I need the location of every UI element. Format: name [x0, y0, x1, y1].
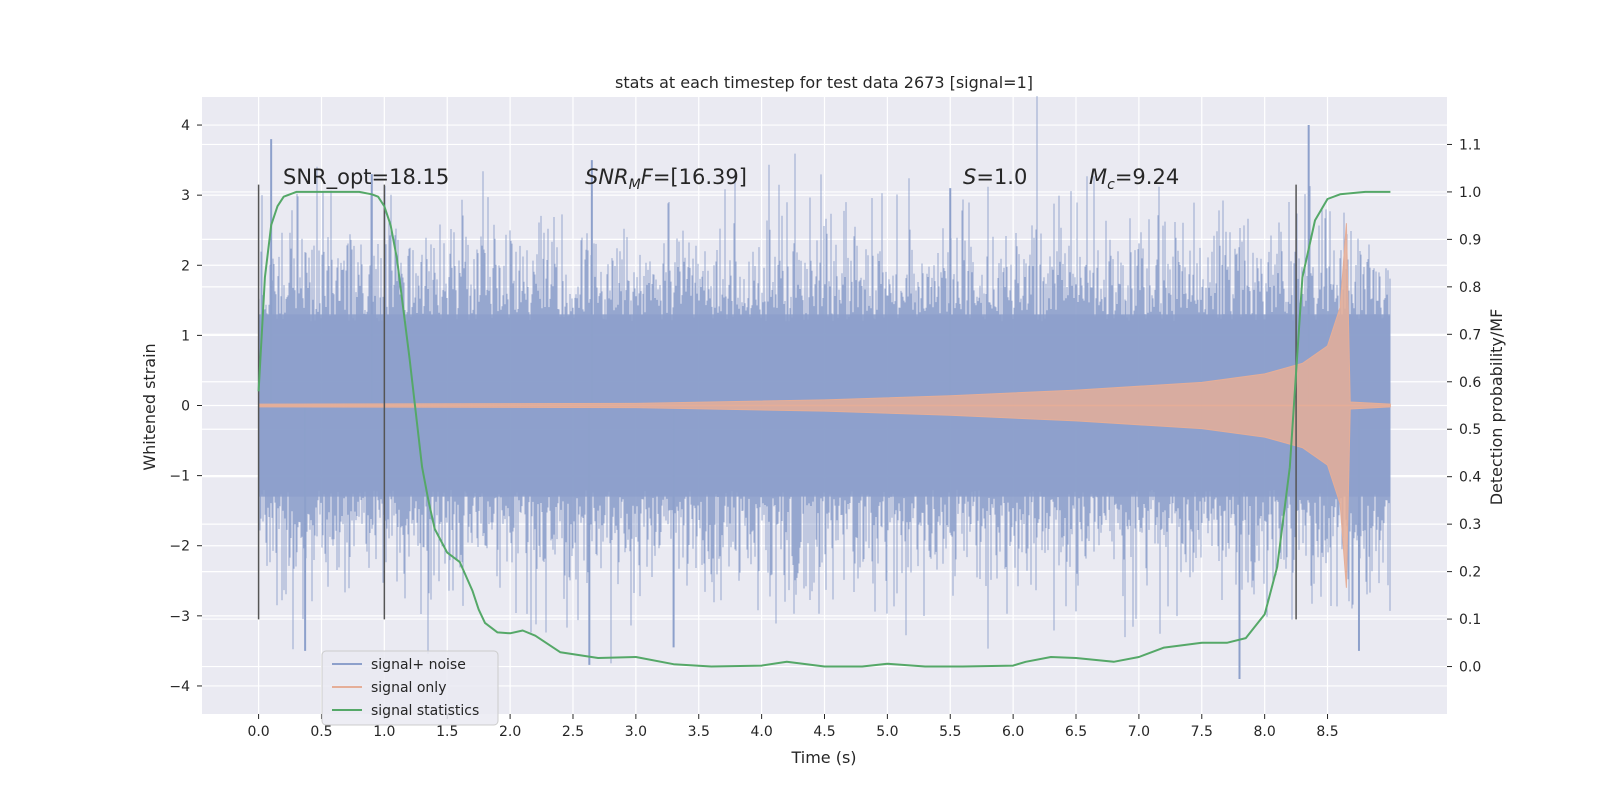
- y2-tick-label: 0.0: [1459, 660, 1481, 676]
- x-tick-label: 7.0: [1128, 724, 1150, 740]
- y2-tick-label: 1.0: [1459, 185, 1481, 201]
- y2-tick-label: 0.6: [1459, 375, 1481, 391]
- x-tick-label: 5.0: [876, 724, 898, 740]
- s-symbol: S: [963, 165, 976, 189]
- annotation-s: S=1.0: [963, 165, 1027, 189]
- y-axis-ticks: 4 3 2 1 0 −1 −2 −3 −4: [169, 118, 202, 695]
- mc-value: =9.24: [1115, 165, 1179, 189]
- x-tick-label: 0.5: [310, 724, 332, 740]
- x-tick-label: 2.0: [499, 724, 521, 740]
- x-tick-label: 6.5: [1065, 724, 1087, 740]
- x-tick-label: 4.5: [813, 724, 835, 740]
- y2-axis-label: Detection probability/MF: [1487, 309, 1506, 506]
- y-tick-label: 2: [181, 258, 190, 274]
- mc-symbol: M: [1089, 165, 1107, 189]
- snr-mf-subscript: M: [629, 177, 641, 193]
- x-tick-label: 6.0: [1002, 724, 1024, 740]
- signal-only-series: [258, 223, 1391, 588]
- annotation-snr-mf: SNRMF=[16.39]: [585, 165, 747, 193]
- y2-tick-label: 1.1: [1459, 137, 1481, 153]
- mc-subscript: c: [1107, 177, 1115, 193]
- x-tick-label: 2.5: [562, 724, 584, 740]
- x-tick-label: 0.0: [247, 724, 269, 740]
- x-tick-label: 8.0: [1254, 724, 1276, 740]
- x-tick-label: 4.0: [750, 724, 772, 740]
- y2-tick-label: 0.5: [1459, 422, 1481, 438]
- y-tick-label: −4: [169, 679, 190, 695]
- x-tick-label: 5.5: [939, 724, 961, 740]
- x-tick-label: 3.5: [688, 724, 710, 740]
- y2-tick-label: 0.4: [1459, 470, 1481, 486]
- annotation-mc: Mc=9.24: [1089, 165, 1179, 193]
- y-tick-label: −1: [169, 469, 190, 485]
- x-tick-label: 8.5: [1316, 724, 1338, 740]
- x-axis-ticks: 0.0 0.5 1.0 1.5 2.0 2.5 3.0 3.5 4.0 4.5 5.0 5.5 6.0 6…: [247, 714, 1339, 740]
- y2-tick-label: 0.3: [1459, 517, 1481, 533]
- x-axis-label: Time (s): [790, 748, 856, 767]
- y2-tick-label: 0.9: [1459, 232, 1481, 248]
- y-tick-label: 0: [181, 399, 190, 415]
- legend: signal+ noise signal only signal statistic…: [321, 650, 499, 726]
- snr-mf-symbol: SNR: [585, 165, 629, 189]
- annotation-snr-opt: SNR_opt=18.15: [283, 165, 449, 190]
- x-tick-label: 3.0: [625, 724, 647, 740]
- s-value: =1.0: [976, 165, 1027, 189]
- legend-entries: signal+ noise signal only signal statistic…: [332, 657, 479, 719]
- signal-statistics-line: [257, 190, 1391, 668]
- y-tick-label: 1: [181, 328, 190, 344]
- y2-tick-label: 0.7: [1459, 327, 1481, 343]
- y2-tick-label: 0.1: [1459, 612, 1481, 628]
- y2-tick-label: 0.8: [1459, 280, 1481, 296]
- snr-mf-f: F: [641, 165, 654, 189]
- y-tick-label: −2: [169, 539, 190, 555]
- y2-tick-label: 0.2: [1459, 565, 1481, 581]
- legend-box: [321, 650, 499, 726]
- x-tick-label: 1.5: [436, 724, 458, 740]
- y2-axis-ticks: 1.1 1.0 0.9 0.8 0.7 0.6 0.5 0.4 0.3 0.2 0.1 0.0: [1447, 137, 1481, 676]
- y-axis-label: Whitened strain: [140, 343, 159, 470]
- x-tick-label: 7.5: [1191, 724, 1213, 740]
- y-tick-label: −3: [169, 609, 190, 625]
- legend-label: signal only: [371, 680, 446, 696]
- x-tick-label: 1.0: [373, 724, 395, 740]
- legend-label: signal statistics: [371, 703, 479, 719]
- snr-mf-value: =[16.39]: [653, 165, 747, 189]
- y-tick-label: 4: [181, 118, 190, 134]
- chart-title: stats at each timestep for test data 267…: [615, 73, 1033, 92]
- legend-label: signal+ noise: [371, 657, 466, 673]
- y-tick-label: 3: [181, 188, 190, 204]
- signal-statistics-series: [257, 190, 1391, 668]
- vertical-markers: [257, 184, 1297, 620]
